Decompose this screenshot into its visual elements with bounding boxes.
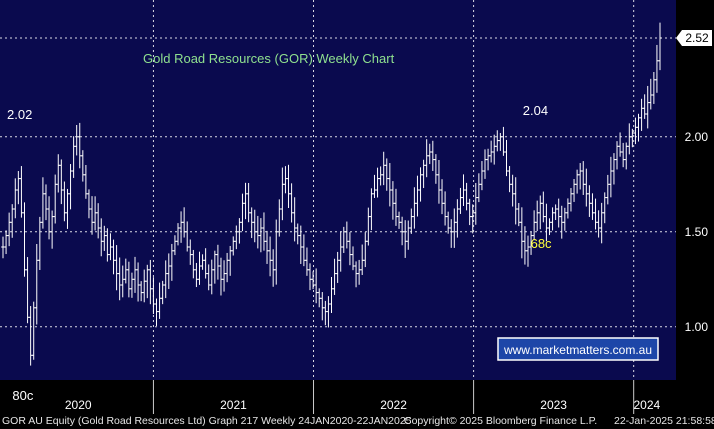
x-tick-label: 2022 — [380, 398, 407, 412]
price-bars — [1, 22, 662, 366]
footer-security-info: GOR AU Equity (Gold Road Resources Ltd) … — [2, 415, 412, 427]
grid — [0, 0, 676, 414]
annotation-label: 2.02 — [7, 107, 32, 122]
chart-title: Gold Road Resources (GOR) Weekly Chart — [143, 51, 395, 66]
chart-canvas: 1.00 1.50 2.00 2020 2021 2022 2023 2024 2.02 80c 2… — [0, 0, 714, 414]
watermark-logo: www.marketmatters.com.au — [503, 343, 652, 357]
ohlc-bar — [658, 22, 662, 71]
x-tick-label: 2023 — [540, 398, 567, 412]
last-price-tag: 2.52 — [676, 30, 712, 46]
x-tick-label: 2021 — [220, 398, 247, 412]
y-tick-label: 1.50 — [685, 225, 709, 239]
annotation-label: 2.04 — [523, 103, 548, 118]
annotation-label: 68c — [531, 236, 552, 251]
y-tick-label: 1.00 — [685, 320, 709, 334]
watermark: www.marketmatters.com.au — [497, 337, 659, 361]
x-axis-panel — [0, 380, 714, 414]
last-price-badge — [676, 30, 712, 46]
annotation-label: 80c — [12, 388, 33, 403]
watermark-box — [497, 337, 659, 361]
footer-bar: GOR AU Equity (Gold Road Resources Ltd) … — [0, 414, 714, 429]
last-price-label: 2.52 — [685, 31, 709, 45]
y-tick-label: 2.00 — [685, 130, 709, 144]
x-tick-label: 2024 — [633, 398, 660, 412]
x-tick-label: 2020 — [65, 398, 92, 412]
footer-timestamp: 22-Jan-2025 21:58:58 — [614, 415, 714, 427]
y-axis-panel — [676, 0, 714, 414]
plot-area — [0, 0, 676, 380]
chart-labels: 1.00 1.50 2.00 2020 2021 2022 2023 2024 2.02 80c 2… — [7, 30, 712, 412]
footer-copyright: Copyright© 2025 Bloomberg Finance L.P. — [404, 415, 598, 427]
